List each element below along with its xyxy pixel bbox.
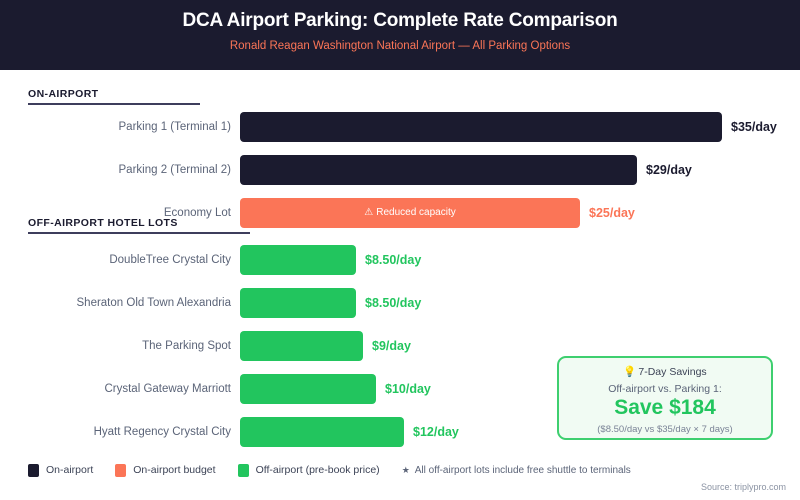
legend-item[interactable]: Off-airport (pre-book price) (237, 463, 380, 477)
bar-off-airport[interactable] (240, 288, 356, 318)
callout-calculation-note: ($8.50/day vs $35/day × 7 days) (597, 424, 733, 435)
bar-row: Hyatt Regency Crystal City $12/day (0, 417, 800, 447)
bar-value-label: $8.50/day (365, 296, 422, 310)
section-header-on-airport: ON-AIRPORT (28, 88, 200, 105)
legend-item-label: Off-airport (pre-book price) (255, 464, 380, 476)
bar-row-label: Economy Lot (163, 207, 231, 219)
bar-on-airport[interactable] (240, 112, 722, 142)
callout-savings-amount: Save $184 (614, 396, 716, 419)
bar-row-label: The Parking Spot (142, 340, 231, 352)
bar-on-airport[interactable] (240, 155, 637, 185)
legend-swatch (28, 463, 39, 477)
bar-row: Economy Lot ⚠ Reduced capacity $25/day (0, 198, 800, 228)
legend-item[interactable]: On-airport budget (115, 463, 216, 477)
bar-value-label: $29/day (646, 163, 692, 177)
bar-value-label: $12/day (413, 425, 459, 439)
bar-value-label: $10/day (385, 382, 431, 396)
lightbulb-icon: 💡 (623, 366, 637, 378)
bar-row-label: Sheraton Old Town Alexandria (76, 297, 232, 309)
legend-footnote: ★ All off-airport lots include free shut… (402, 465, 631, 476)
bar-off-airport[interactable] (240, 245, 356, 275)
legend-swatch (237, 463, 249, 477)
legend-item-label: On-airport (46, 464, 94, 476)
bar-row-label: Parking 2 (Terminal 2) (118, 164, 231, 176)
bar-on-airport-budget[interactable]: ⚠ Reduced capacity (240, 198, 580, 228)
bar-row-label: Parking 1 (Terminal 1) (118, 121, 231, 133)
bar-value-label: $9/day (372, 339, 411, 353)
source-attribution: Source: triplypro.com (700, 482, 786, 492)
legend-item-label: On-airport budget (133, 464, 216, 476)
legend-footnote-text: All off-airport lots include free shuttl… (414, 464, 631, 476)
star-icon: ★ (401, 464, 410, 475)
bar-off-airport[interactable] (240, 417, 404, 447)
bar-row: Sheraton Old Town Alexandria $8.50/day (0, 288, 800, 318)
bar-row: Crystal Gateway Marriott $10/day (0, 374, 800, 404)
bar-value-label: $35/day (731, 120, 777, 134)
bar-off-airport[interactable] (240, 374, 376, 404)
chart-plot-area: ON-AIRPORT OFF-AIRPORT HOTEL LOTS Parkin… (0, 70, 800, 455)
page-subtitle: Ronald Reagan Washington National Airpor… (229, 40, 571, 52)
bar-row-label: Hyatt Regency Crystal City (93, 426, 231, 438)
bar-row: DoubleTree Crystal City $8.50/day (0, 245, 800, 275)
legend-swatch (115, 463, 127, 477)
bar-row: Parking 1 (Terminal 1) $35/day (0, 112, 800, 142)
bar-value-label: $25/day (589, 206, 635, 220)
section-header-off-airport: OFF-AIRPORT HOTEL LOTS (28, 217, 250, 234)
bar-row: The Parking Spot $9/day (0, 331, 800, 361)
legend-items: On-airport On-airport budget Off-airport (… (28, 463, 402, 477)
chart-legend: On-airport On-airport budget Off-airport (… (28, 462, 631, 478)
bar-row: Parking 2 (Terminal 2) $29/day (0, 155, 800, 185)
chart-header-banner: DCA Airport Parking: Complete Rate Compa… (0, 0, 800, 70)
bar-row-label: Crystal Gateway Marriott (104, 383, 231, 395)
bar-row-label: DoubleTree Crystal City (109, 254, 231, 266)
bar-value-label: $8.50/day (365, 253, 422, 267)
legend-item[interactable]: On-airport (28, 463, 94, 477)
callout-title-line: 💡 7-Day Savings (559, 365, 771, 378)
page-title: DCA Airport Parking: Complete Rate Compa… (182, 10, 618, 31)
bar-inner-note: ⚠ Reduced capacity (240, 198, 580, 228)
savings-callout: 💡 7-Day Savings Off-airport vs. Parking 1… (557, 356, 773, 440)
bar-off-airport[interactable] (240, 331, 363, 361)
callout-subtitle: Off-airport vs. Parking 1: (608, 383, 722, 395)
warning-icon: ⚠ (364, 207, 374, 218)
callout-title-text: 7-Day Savings (638, 366, 707, 378)
bar-inner-note-text: Reduced capacity (376, 207, 456, 218)
